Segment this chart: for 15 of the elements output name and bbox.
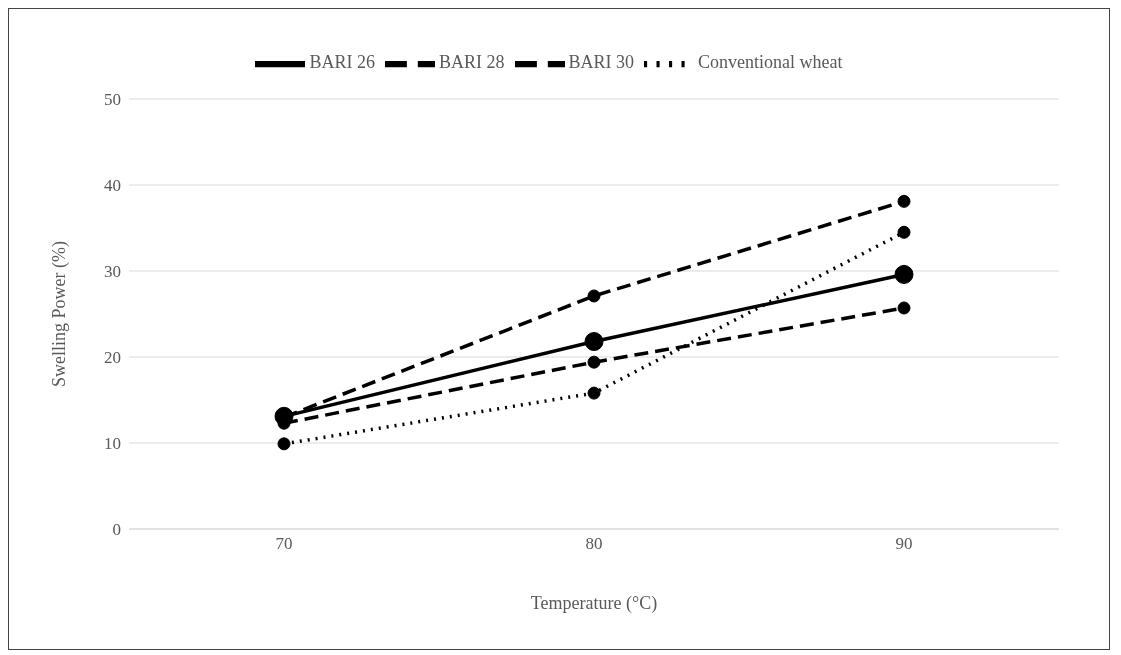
y-tick-label: 30 <box>104 262 121 282</box>
x-tick-label: 80 <box>585 534 603 554</box>
y-tick-label: 10 <box>104 434 121 454</box>
legend-label: BARI 30 <box>568 52 635 73</box>
y-tick-label: 40 <box>104 176 121 196</box>
y-tick-label: 50 <box>104 90 121 110</box>
legend-label: BARI 26 <box>309 52 375 73</box>
y-tick-label: 20 <box>104 348 121 368</box>
legend-label: Conventional wheat <box>698 52 843 73</box>
y-axis-title: Swelling Power (%) <box>49 241 71 387</box>
legend-label: BARI 28 <box>439 52 505 73</box>
x-tick-label: 90 <box>895 534 913 554</box>
x-axis-title: Temperature (°C) <box>530 593 658 614</box>
y-tick-label: 0 <box>112 520 121 540</box>
x-tick-label: 70 <box>275 534 293 554</box>
